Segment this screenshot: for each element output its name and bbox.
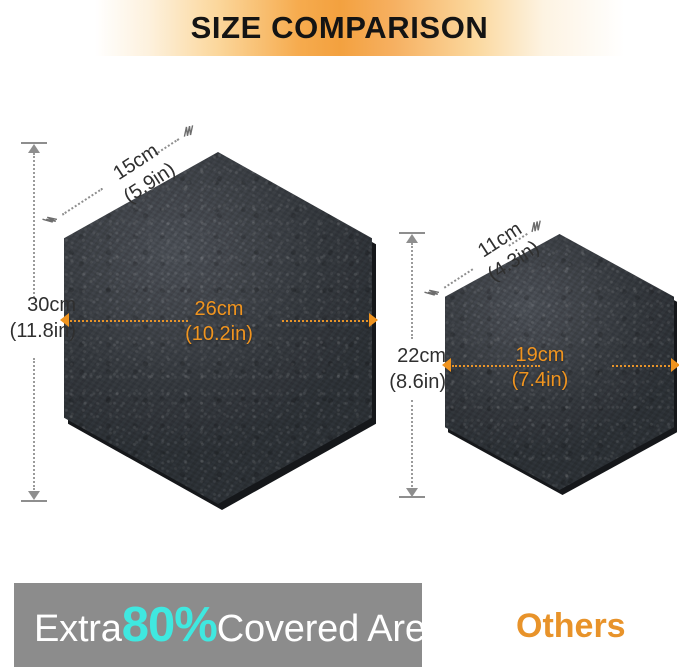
dim-arrow-up-icon <box>28 144 40 153</box>
zigzag-glyph-end <box>531 220 541 233</box>
coverage-percent: 80% <box>121 597 218 652</box>
zigzag-glyph-end <box>183 125 194 137</box>
ours-hexagon-face <box>64 152 372 504</box>
others-width-cm: 19cm <box>515 344 565 366</box>
others-width-dimension <box>442 356 679 376</box>
dim-zigzag-start-icon <box>421 279 450 308</box>
coverage-prefix: Extra <box>34 607 122 650</box>
ours-height-dimension <box>14 142 54 502</box>
others-hexagon <box>445 234 677 495</box>
others-height-dimension <box>394 232 430 498</box>
ours-hexagon <box>64 152 376 510</box>
dim-cap-bottom <box>21 500 47 502</box>
zigzag-glyph <box>42 216 58 223</box>
dim-zigzag-end-icon <box>522 213 551 242</box>
page-title: SIZE COMPARISON <box>190 10 489 45</box>
zigzag-glyph <box>424 289 440 296</box>
coverage-suffix: Covered Area <box>216 607 447 650</box>
dim-line-left <box>452 365 540 367</box>
ours-height-cm: 30cm <box>27 294 76 316</box>
dim-line-right <box>612 365 670 367</box>
dim-line-right <box>282 320 368 322</box>
dim-line-lower <box>411 400 413 487</box>
others-hexagon-face <box>445 234 674 490</box>
others-height-cm: 22cm <box>397 345 446 367</box>
ours-height-in: (11.8in) <box>9 320 76 342</box>
dim-zigzag-end-icon <box>175 118 204 147</box>
dim-line-lower <box>33 358 35 490</box>
header-banner <box>0 0 679 56</box>
others-height-label: 22cm (8.6in) <box>378 343 446 395</box>
dim-arrow-down-icon <box>406 488 418 497</box>
dim-arrow-down-icon <box>28 491 40 500</box>
dim-arrow-left-icon <box>442 358 451 372</box>
dim-cap-top <box>21 142 47 144</box>
dim-arrow-left-icon <box>60 313 69 327</box>
ours-width-label: 26cm (10.2in) <box>150 297 288 347</box>
dim-arrow-up-icon <box>406 234 418 243</box>
ours-width-cm: 26cm <box>194 298 244 320</box>
ours-edge-dimension <box>42 121 200 231</box>
dim-cap-bottom <box>399 496 425 498</box>
coverage-text: Extra80%Covered Area <box>14 597 447 652</box>
ours-width-dimension <box>60 311 378 331</box>
dim-cap-top <box>399 232 425 234</box>
ours-width-in: (10.2in) <box>185 323 253 345</box>
ours-height-label: 30cm (11.8in) <box>0 292 76 344</box>
dim-line-upper <box>33 153 35 298</box>
others-width-label: 19cm (7.4in) <box>475 343 605 393</box>
others-height-in: (8.6in) <box>389 371 446 393</box>
dim-arrow-right-icon <box>671 358 679 372</box>
ours-coverage-banner: Extra80%Covered Area <box>14 583 447 667</box>
dim-zigzag-start-icon <box>39 206 68 235</box>
others-width-in: (7.4in) <box>511 369 569 391</box>
dim-line-left <box>70 320 188 322</box>
others-footer-label: Others <box>516 607 626 645</box>
dim-line-upper <box>411 243 413 339</box>
dim-arrow-right-icon <box>369 313 378 327</box>
others-edge-dimension <box>424 218 546 305</box>
